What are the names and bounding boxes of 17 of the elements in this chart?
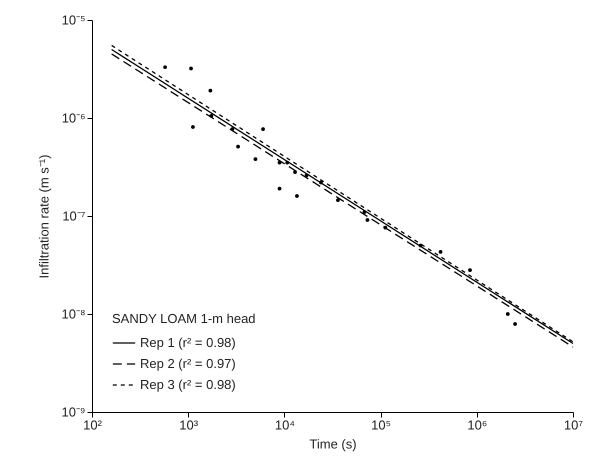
x-tick-label: 10²	[83, 418, 103, 432]
y-tick-label: 10⁻⁶	[62, 110, 86, 126]
x-tick-label: 10³	[179, 418, 199, 432]
y-tick-label: 10⁻⁸	[62, 306, 86, 322]
legend-label: Rep 3 (r² = 0.98)	[140, 377, 236, 392]
legend-label: Rep 2 (r² = 0.97)	[140, 356, 236, 371]
x-axis-title: Time (s)	[309, 436, 357, 452]
x-tick-label: 10⁵	[371, 418, 392, 432]
y-tick-label: 10⁻⁹	[61, 404, 86, 420]
y-tick-label: 10⁻⁵	[62, 12, 86, 28]
x-tick-label: 10⁴	[274, 418, 295, 432]
y-tick-label: 10⁻⁷	[62, 208, 86, 224]
y-axis-title: Infiltration rate (m s⁻¹)	[36, 154, 52, 278]
x-tick-label: 10⁷	[564, 418, 584, 432]
legend-title: SANDY LOAM 1-m head	[112, 311, 256, 326]
x-tick-label: 10⁶	[467, 418, 488, 432]
legend-label: Rep 1 (r² = 0.98)	[140, 335, 236, 350]
